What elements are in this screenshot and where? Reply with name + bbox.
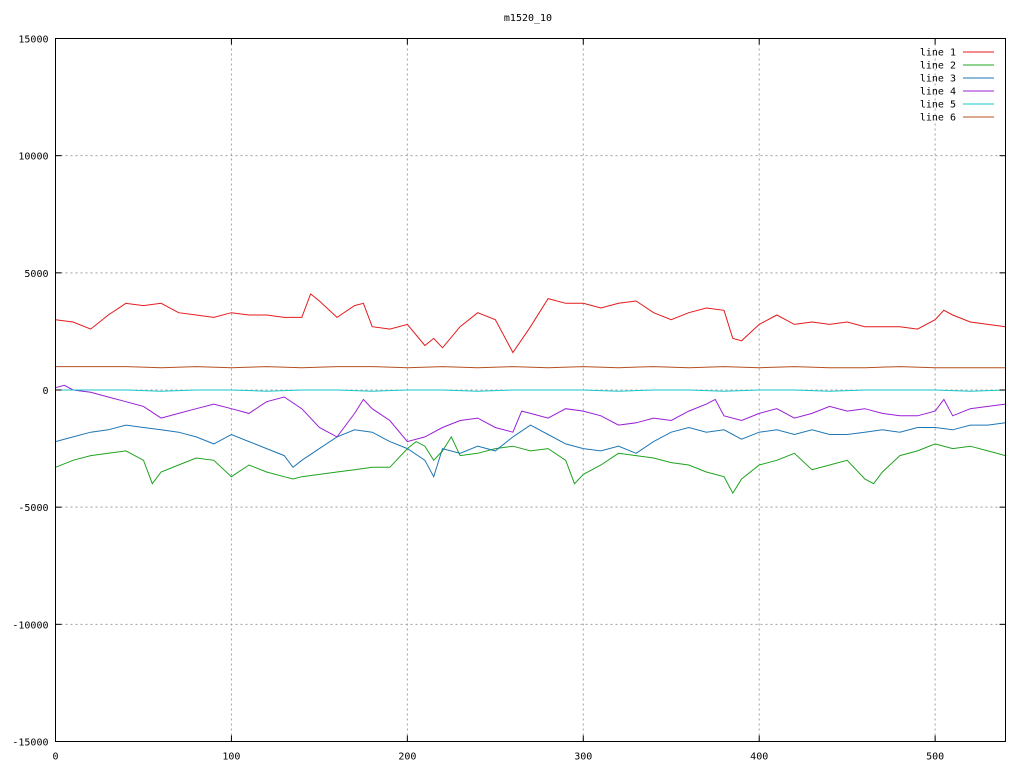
- legend-label: line 6: [920, 113, 956, 124]
- x-tick-label: 200: [398, 752, 416, 763]
- series-line-5: [55, 389, 1006, 392]
- y-tick-label: 0: [42, 386, 48, 397]
- series-line-1: [55, 293, 1006, 354]
- series-line-3: [55, 422, 1006, 478]
- x-tick-label: 300: [574, 752, 592, 763]
- x-tick-label: 100: [222, 752, 240, 763]
- series-line-6: [55, 366, 1006, 369]
- chart-title: m1520_10: [504, 13, 552, 24]
- series-line-2: [55, 435, 1006, 495]
- y-tick-label: -10000: [12, 620, 48, 631]
- legend: line 1 line 2 line 3 line 4 line 5 line 6: [920, 48, 994, 124]
- x-tick-label: 400: [750, 752, 768, 763]
- x-tick-label: 500: [926, 752, 944, 763]
- legend-label: line 3: [920, 74, 956, 85]
- y-tick-label: 15000: [18, 35, 48, 46]
- y-tick-label: -5000: [18, 503, 48, 514]
- y-tick-label: -15000: [12, 738, 48, 749]
- y-tick-label: 10000: [18, 152, 48, 163]
- legend-label: line 4: [920, 87, 956, 98]
- series-group: [55, 293, 1006, 495]
- axis-ticks: 0 100 200 300 400 500 -15000 -10000 -5000 0 5000 10…: [12, 35, 1006, 763]
- y-tick-label: 5000: [24, 269, 48, 280]
- legend-label: line 2: [920, 61, 956, 72]
- series-line-4: [55, 384, 1006, 443]
- legend-label: line 5: [920, 100, 956, 111]
- x-tick-label: 0: [52, 752, 58, 763]
- legend-label: line 1: [920, 48, 956, 59]
